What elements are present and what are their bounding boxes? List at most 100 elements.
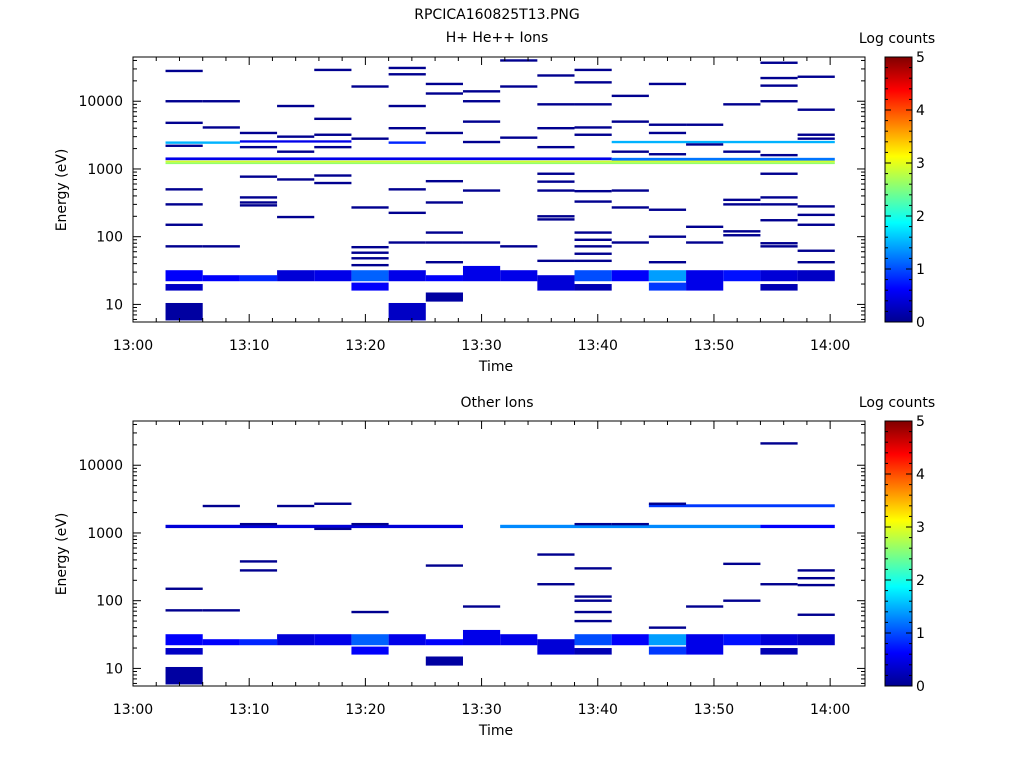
heatmap-cell-23 xyxy=(760,270,798,282)
band-line-56 xyxy=(500,59,538,62)
band-line-27 xyxy=(314,181,352,185)
band-line-31 xyxy=(351,245,389,249)
band-line-93 xyxy=(648,235,687,238)
x-tick-label: 13:40 xyxy=(578,702,618,718)
heatmap-cell-7 xyxy=(351,634,389,646)
heatmap-cell-1 xyxy=(165,648,203,655)
colorbar-label: Log counts xyxy=(859,31,935,47)
band-line-124 xyxy=(797,261,835,264)
band-line-7 xyxy=(277,504,315,508)
band-line-85 xyxy=(611,189,649,192)
heatmap-cell-28 xyxy=(648,504,835,508)
heatmap-cell-0 xyxy=(165,634,203,646)
heatmap-cell-23 xyxy=(760,648,798,655)
colorbar-tick-label: 2 xyxy=(916,209,925,225)
heatmap-cell-30 xyxy=(165,141,240,144)
heatmap-cell-1 xyxy=(165,284,203,291)
y-axis-label: Energy (eV) xyxy=(54,513,70,596)
band-line-22 xyxy=(314,68,352,72)
heatmap-cell-3 xyxy=(202,275,240,282)
band-line-24 xyxy=(314,133,352,136)
band-line-14 xyxy=(537,553,575,556)
band-line-17 xyxy=(574,567,612,570)
heatmap-cell-14 xyxy=(500,270,538,282)
panel-h-he-ions: H+ He++ Ions Log counts Energy (eV) Time… xyxy=(54,30,935,375)
band-line-42 xyxy=(425,82,463,86)
band-line-12 xyxy=(425,564,463,567)
band-line-98 xyxy=(686,241,724,244)
band-line-30 xyxy=(797,569,835,572)
x-tick-label: 13:10 xyxy=(229,338,269,354)
y-tick-label: 1000 xyxy=(87,526,123,542)
band-line-6 xyxy=(165,223,203,226)
y-tick-label: 100 xyxy=(96,230,123,246)
heatmap-cell-0 xyxy=(165,270,203,282)
band-line-71 xyxy=(574,81,612,84)
colorbar-tick-label: 3 xyxy=(916,520,925,536)
heatmap-cell-13 xyxy=(500,634,538,646)
heatmap-cell-12 xyxy=(425,292,463,302)
x-axis-label: Time xyxy=(478,723,513,739)
colorbar-tick-label: 3 xyxy=(916,156,925,172)
band-line-24 xyxy=(648,626,687,629)
heatmap-cell-17 xyxy=(574,284,612,291)
band-line-15 xyxy=(239,201,278,204)
x-tick-label: 13:10 xyxy=(229,702,269,718)
band-line-46 xyxy=(425,201,463,204)
band-line-102 xyxy=(723,203,761,206)
band-line-12 xyxy=(239,145,278,149)
heatmap-cell-33 xyxy=(611,140,835,144)
plot-frame xyxy=(132,420,866,687)
band-line-22 xyxy=(611,522,649,526)
band-line-17 xyxy=(277,104,315,108)
colorbar-ticks: 0 1 2 3 4 5 xyxy=(885,414,925,695)
band-line-109 xyxy=(760,242,798,245)
colorbar-tick-label: 5 xyxy=(916,414,925,430)
x-tick-label: 13:20 xyxy=(345,338,385,354)
colorbar xyxy=(884,420,913,687)
band-line-2 xyxy=(165,121,203,125)
heatmap-cell-27 xyxy=(760,524,835,529)
band-line-33 xyxy=(797,613,835,616)
band-line-13 xyxy=(462,605,501,608)
x-tick-label: 13:20 xyxy=(345,702,385,718)
band-line-13 xyxy=(239,175,278,178)
band-line-96 xyxy=(686,143,724,146)
band-line-111 xyxy=(760,61,798,64)
band-line-19 xyxy=(277,150,315,153)
heatmap-cell-11 xyxy=(425,275,463,282)
y-tick-label: 100 xyxy=(96,594,123,610)
band-line-28 xyxy=(760,442,798,445)
heatmap-cell-29 xyxy=(611,157,835,161)
band-line-75 xyxy=(574,189,612,193)
band-line-76 xyxy=(574,200,612,203)
band-line-95 xyxy=(686,123,724,126)
colorbar xyxy=(884,56,913,323)
heatmap-cell-9 xyxy=(388,270,426,282)
band-line-25 xyxy=(314,145,352,149)
heatmap-cell-10 xyxy=(425,639,463,646)
band-line-54 xyxy=(462,189,501,192)
band-line-79 xyxy=(574,245,612,248)
band-line-44 xyxy=(425,131,463,135)
band-line-73 xyxy=(574,126,612,129)
heatmap-cell-5 xyxy=(277,634,315,646)
band-line-67 xyxy=(537,215,575,218)
band-line-100 xyxy=(723,150,761,153)
panel-other-ions: Other Ions Log counts Energy (eV) Time 1… xyxy=(54,395,935,739)
y-tick-label: 10000 xyxy=(78,94,123,110)
band-line-55 xyxy=(462,241,501,244)
band-line-49 xyxy=(425,261,463,264)
band-line-99 xyxy=(723,103,761,106)
band-line-25 xyxy=(686,605,724,608)
band-line-80 xyxy=(574,252,612,255)
band-line-69 xyxy=(537,259,575,263)
heatmap-cell-18 xyxy=(648,634,687,646)
band-line-10 xyxy=(202,245,240,248)
band-line-3 xyxy=(165,144,203,147)
heatmap-cell-24 xyxy=(760,284,798,291)
band-line-8 xyxy=(314,502,352,505)
band-line-81 xyxy=(574,259,612,263)
band-line-36 xyxy=(388,73,426,76)
